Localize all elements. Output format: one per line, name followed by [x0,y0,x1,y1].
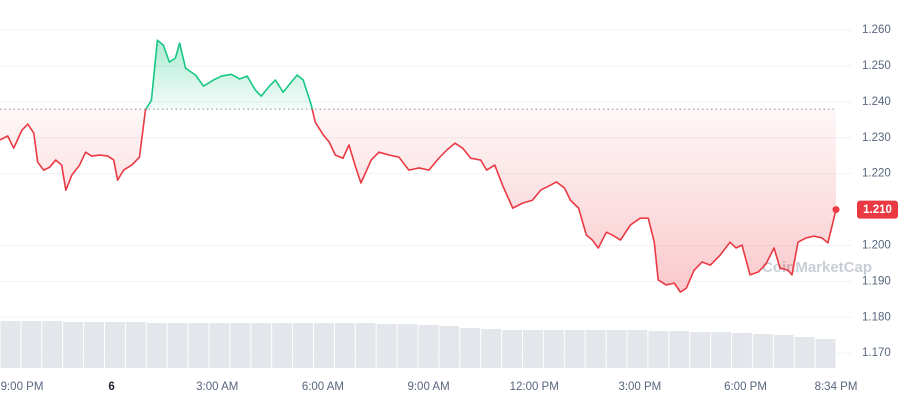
y-tick-label: 1.170 [862,347,891,359]
volume-bar [690,332,711,368]
volume-bar [167,323,188,368]
volume-bar [564,330,585,368]
volume-bar [397,324,418,368]
volume-bar [523,330,543,368]
y-tick-label: 1.260 [862,24,891,36]
y-tick-label: 1.220 [862,168,891,180]
volume-bar [669,331,690,368]
last-point [832,206,840,214]
volume-bar [439,326,460,368]
area-up [146,40,313,110]
volume-bar [188,323,209,368]
x-tick-label: 9:00 PM [1,381,44,393]
x-tick-label: 12:00 PM [510,381,559,393]
volume-bar [105,322,125,368]
x-tick-label: 3:00 PM [618,381,661,393]
volume-bar [481,329,502,368]
price-line-down [0,109,837,293]
volume-bar [815,339,836,368]
volume-bar [418,325,439,368]
volume-bar [376,324,397,368]
volume-bar [606,330,627,368]
volume-bar [355,323,376,368]
x-tick-label: 8:34 PM [815,381,858,393]
x-tick-label: 6:00 AM [302,381,344,393]
price-label: 1.210 [863,204,892,216]
volume-bar [460,328,481,368]
volume-bar [21,321,42,368]
volume-bar [773,335,794,368]
volume-bar [543,330,564,368]
volume-bar [711,332,731,368]
x-tick-label: 6 [108,381,114,393]
volume-bar [125,322,146,368]
volume-bar [648,331,669,368]
volume-bar [794,337,815,368]
y-tick-label: 1.200 [862,239,891,251]
volume-bar [42,321,63,368]
volume-bar [334,323,355,368]
y-tick-label: 1.230 [862,132,891,144]
area-down [0,109,836,293]
volume-bar [732,333,752,368]
x-tick-label: 3:00 AM [196,381,238,393]
y-tick-label: 1.240 [862,96,891,108]
y-tick-label: 1.190 [862,275,891,287]
volume-bar [752,334,773,368]
x-tick-label: 6:00 PM [724,381,767,393]
volume-bar [293,323,313,368]
volume-bar [627,330,648,368]
volume-bar [84,322,104,368]
volume-bar [63,322,84,368]
y-tick-label: 1.250 [862,60,891,72]
volume-bar [146,323,167,368]
volume-bar [251,323,272,368]
volume-bar [502,330,522,368]
y-tick-label: 1.180 [862,311,891,323]
x-tick-label: 9:00 AM [407,381,449,393]
volume-bar [314,323,334,368]
price-badge [857,200,898,219]
volume-bar [585,330,606,368]
volume-bar [272,323,293,368]
volume-bar [230,323,251,368]
volume-bar [0,321,21,368]
volume-bar [209,323,230,368]
